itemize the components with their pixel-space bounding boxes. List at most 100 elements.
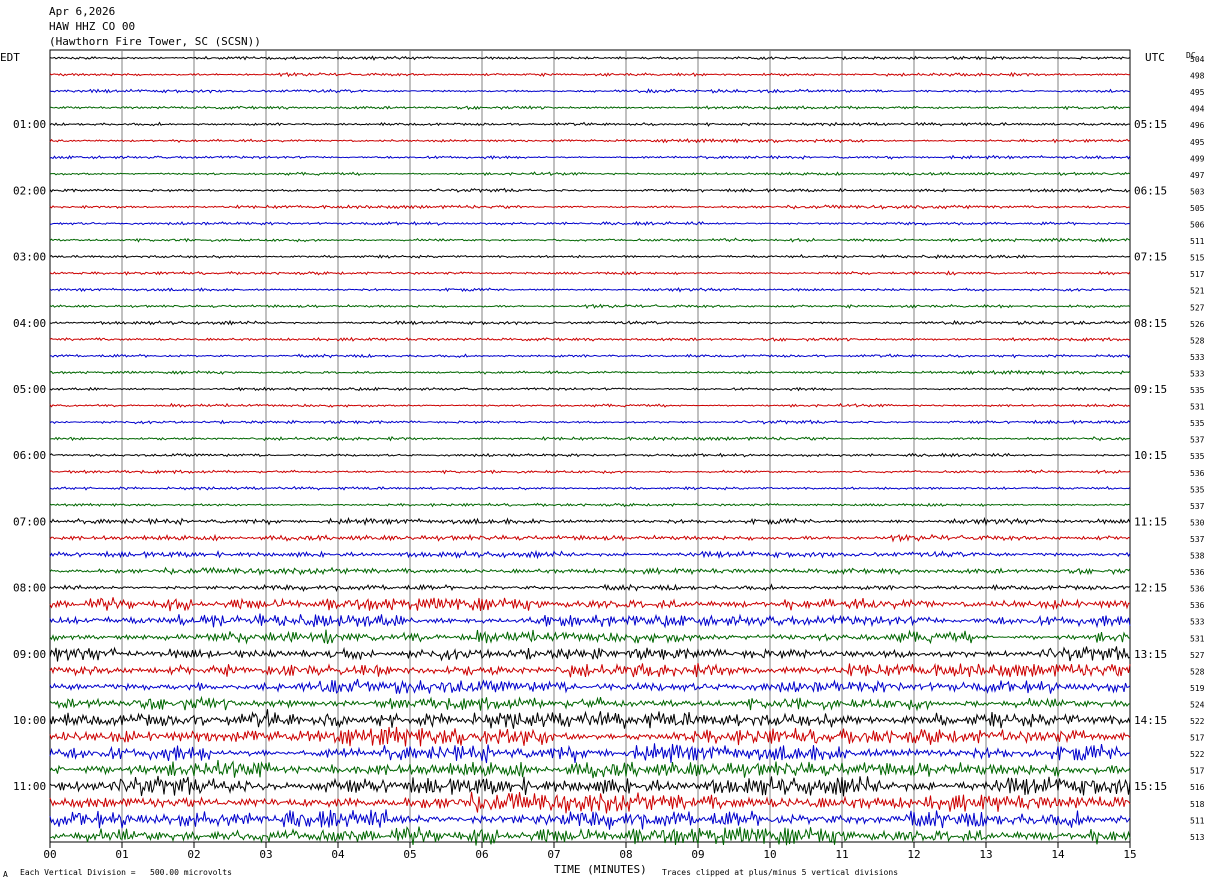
dc-offset-label: 537 (1190, 436, 1205, 445)
dc-offset-label: 516 (1190, 783, 1205, 792)
x-tick-label: 08 (619, 848, 632, 861)
left-hour-label: 05:00 (13, 383, 46, 396)
x-tick-label: 14 (1051, 848, 1065, 861)
x-tick-label: 15 (1123, 848, 1136, 861)
x-tick-label: 05 (403, 848, 416, 861)
left-hour-label: 07:00 (13, 515, 46, 528)
left-hour-label: 08:00 (13, 582, 46, 595)
trace-row (49, 775, 1131, 797)
trace-row (49, 105, 1131, 111)
left-timezone-label: EDT (0, 51, 20, 64)
x-tick-label: 06 (475, 848, 488, 861)
trace-row (49, 452, 1131, 458)
dc-offset-label: 496 (1190, 121, 1205, 130)
trace-row (49, 809, 1131, 830)
x-tick-label: 10 (763, 848, 776, 861)
dc-offset-label: 503 (1190, 187, 1205, 196)
trace-row (49, 402, 1131, 408)
trace-row (49, 386, 1131, 392)
trace-row (49, 646, 1131, 662)
header-channel: HAW HHZ CO 00 (49, 20, 136, 33)
x-tick-label: 01 (115, 848, 128, 861)
left-hour-label: 10:00 (13, 714, 46, 727)
dc-offset-label: 494 (1190, 105, 1205, 114)
x-tick-label: 12 (907, 848, 920, 861)
dc-offset-label: 536 (1190, 601, 1205, 610)
dc-offset-label: 506 (1190, 221, 1205, 230)
dc-offset-label: 517 (1190, 270, 1205, 279)
trace-row (49, 270, 1131, 276)
dc-offset-label: 533 (1190, 618, 1205, 627)
dc-offset-label: 515 (1190, 254, 1205, 263)
x-axis-title: TIME (MINUTES) (554, 863, 647, 876)
dc-offset-label: 495 (1190, 138, 1205, 147)
dc-offset-label: 513 (1190, 833, 1205, 842)
x-tick-label: 02 (187, 848, 200, 861)
right-timezone-label: UTC (1145, 51, 1165, 64)
left-hour-label: 09:00 (13, 648, 46, 661)
trace-row (49, 469, 1131, 475)
right-hour-label: 11:15 (1134, 515, 1167, 528)
right-hour-label: 12:15 (1134, 582, 1167, 595)
dc-offset-label: 521 (1190, 287, 1205, 296)
right-hour-label: 15:15 (1134, 780, 1167, 793)
dc-offset-label: 524 (1190, 700, 1205, 709)
trace-row (49, 419, 1131, 425)
dc-column-header: DC (1186, 51, 1196, 60)
dc-offset-label: 533 (1190, 369, 1205, 378)
dc-offset-label: 538 (1190, 552, 1205, 561)
dc-offset-label: 530 (1190, 518, 1205, 527)
trace-row (49, 678, 1131, 695)
trace-row (49, 825, 1131, 846)
trace-row (49, 204, 1131, 210)
x-tick-label: 03 (259, 848, 272, 861)
trace-row (49, 549, 1131, 560)
trace-row (49, 187, 1131, 193)
trace-row (49, 629, 1131, 645)
left-hour-label: 02:00 (13, 184, 46, 197)
plot-frame (49, 49, 1131, 843)
x-tick-label: 13 (979, 848, 992, 861)
dc-offset-label: 499 (1190, 154, 1205, 163)
trace-row (49, 726, 1131, 747)
x-tick-label: 11 (835, 848, 848, 861)
trace-row (49, 662, 1131, 678)
right-hour-label: 09:15 (1134, 383, 1167, 396)
dc-offset-label: 495 (1190, 88, 1205, 97)
trace-row (49, 743, 1131, 764)
dc-offset-label: 511 (1190, 237, 1205, 246)
trace-row (49, 369, 1131, 376)
left-hour-label: 11:00 (13, 780, 46, 793)
trace-row (49, 485, 1131, 491)
trace-row (49, 121, 1131, 127)
dc-offset-label: 531 (1190, 634, 1205, 643)
dc-offset-label: 537 (1190, 535, 1205, 544)
left-hour-label: 01:00 (13, 118, 46, 131)
trace-row (49, 566, 1131, 576)
right-hour-label: 05:15 (1134, 118, 1167, 131)
x-tick-label: 00 (43, 848, 56, 861)
trace-row (49, 171, 1131, 177)
dc-offset-label: 536 (1190, 469, 1205, 478)
dc-offset-label: 522 (1190, 750, 1205, 759)
dc-offset-label: 528 (1190, 336, 1205, 345)
trace-row (49, 435, 1131, 442)
dc-offset-label: 533 (1190, 353, 1205, 362)
dc-offset-label: 527 (1190, 651, 1205, 660)
right-hour-label: 08:15 (1134, 317, 1167, 330)
trace-row (49, 319, 1131, 326)
trace-row (49, 71, 1131, 78)
dc-offset-label: 517 (1190, 734, 1205, 743)
dc-offset-label: 518 (1190, 800, 1205, 809)
dc-offset-label: 519 (1190, 684, 1205, 693)
x-tick-label: 04 (331, 848, 345, 861)
right-hour-label: 14:15 (1134, 714, 1167, 727)
trace-row (49, 695, 1131, 712)
dc-offset-label: 527 (1190, 303, 1205, 312)
footer-clip: Traces clipped at plus/minus 5 vertical … (662, 868, 899, 877)
right-hour-label: 13:15 (1134, 648, 1167, 661)
dc-offset-label: 517 (1190, 767, 1205, 776)
dc-offset-label: 526 (1190, 320, 1205, 329)
trace-row (49, 88, 1131, 94)
